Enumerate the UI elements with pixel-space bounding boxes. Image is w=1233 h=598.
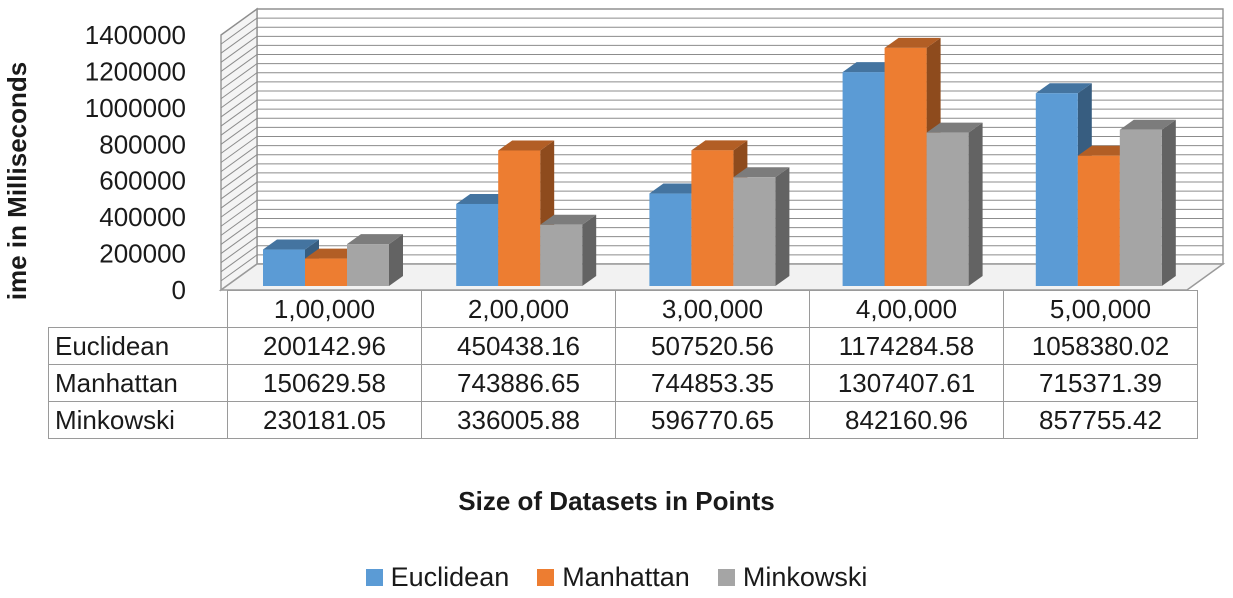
grid-line-side <box>220 8 258 36</box>
data-label: 744853.35 <box>615 364 810 402</box>
legend-swatch <box>365 569 383 586</box>
y-tick-label: 200000 <box>99 239 186 269</box>
legend-label: Manhattan <box>562 562 690 592</box>
grid-line-side <box>220 99 258 127</box>
series-name-label: Euclidean <box>48 327 228 365</box>
grid-line-side <box>220 117 258 145</box>
x-axis-label: Size of Datasets in Points <box>458 486 775 516</box>
series-name-label: Manhattan <box>48 364 228 402</box>
data-label: 1058380.02 <box>1003 327 1198 365</box>
grid-line-side <box>220 45 258 72</box>
legend-swatch <box>537 569 555 586</box>
table-row: Minkowski 230181.05 336005.88 596770.65 8421… <box>48 401 1198 439</box>
chart-legend: Euclidean Manhattan Minkowski <box>0 562 1233 593</box>
data-label: 715371.39 <box>1003 364 1198 402</box>
grid-line-side <box>220 163 258 191</box>
grid-line-side <box>220 154 258 182</box>
grid-line-side <box>220 81 258 109</box>
bar-minkowski-5 <box>1119 119 1176 286</box>
grid-line-side <box>220 35 258 63</box>
table-row: Euclidean 200142.96 450438.16 507520.56 1174… <box>48 327 1198 365</box>
y-tick-label: 1400000 <box>85 20 186 50</box>
category-label: 2,00,000 <box>421 290 616 328</box>
data-label: 1174284.58 <box>809 327 1004 365</box>
data-label: 150629.58 <box>227 364 422 402</box>
grid-line-side <box>220 126 258 154</box>
y-axis-label: Running Time in Milliseconds <box>2 62 32 300</box>
series-name-label: Minkowski <box>48 401 228 439</box>
legend-swatch <box>717 569 735 586</box>
grid-line-side <box>220 199 258 227</box>
data-label: 842160.96 <box>809 401 1004 439</box>
grid-line-side <box>220 208 258 236</box>
grid-line-side <box>220 90 258 118</box>
bar-minkowski-3 <box>733 167 790 286</box>
grid-line-side <box>220 108 258 136</box>
grid-line-side <box>220 136 258 163</box>
data-label: 596770.65 <box>615 401 810 439</box>
data-label: 743886.65 <box>421 364 616 402</box>
bar-minkowski-2 <box>540 214 597 286</box>
data-table: 1,00,000 2,00,000 3,00,000 4,00,000 5,00,000… <box>48 290 1198 439</box>
legend-item: Euclidean <box>365 562 510 593</box>
y-tick-label: 400000 <box>99 202 186 232</box>
chart-bars <box>263 37 1176 287</box>
grid-line-side <box>220 54 258 81</box>
bar-minkowski-1 <box>347 234 403 286</box>
table-corner <box>48 290 228 328</box>
grid-line-side <box>220 181 258 209</box>
data-label: 507520.56 <box>615 327 810 365</box>
grid-line-side <box>220 172 258 200</box>
grid-line-side <box>220 254 258 282</box>
chart-plot-area: 0200000400000600000800000100000012000001… <box>2 7 1226 300</box>
y-tick-label: 1200000 <box>85 56 186 86</box>
legend-item: Manhattan <box>537 562 690 593</box>
data-label: 336005.88 <box>421 401 616 439</box>
legend-label: Minkowski <box>742 562 868 592</box>
grid-line-side <box>220 245 258 273</box>
grid-line-side <box>220 218 258 245</box>
grid-line-side <box>220 236 258 264</box>
grid-line-side <box>220 72 258 100</box>
grid-line-side <box>220 190 258 218</box>
table-row: Manhattan 150629.58 743886.65 744853.35 1307… <box>48 364 1198 402</box>
data-label: 450438.16 <box>421 327 616 365</box>
y-axis-ticks: 0200000400000600000800000100000012000001… <box>85 20 186 300</box>
grid-line-side <box>220 227 258 254</box>
legend-label: Euclidean <box>390 562 510 592</box>
grid-line-side <box>220 17 258 45</box>
category-label: 5,00,000 <box>1003 290 1198 328</box>
grid-line-side <box>220 26 258 54</box>
y-tick-label: 600000 <box>99 166 186 196</box>
data-label: 230181.05 <box>227 401 422 439</box>
category-label: 4,00,000 <box>809 290 1004 328</box>
category-label: 1,00,000 <box>227 290 422 328</box>
category-label: 3,00,000 <box>615 290 810 328</box>
data-label: 1307407.61 <box>809 364 1004 402</box>
bar-minkowski-4 <box>926 122 983 286</box>
legend-item: Minkowski <box>717 562 868 593</box>
y-tick-label: 800000 <box>99 129 186 159</box>
data-label: 857755.42 <box>1003 401 1198 439</box>
data-label: 200142.96 <box>227 327 422 365</box>
y-tick-label: 1000000 <box>85 93 186 123</box>
grid-line-side <box>220 145 258 173</box>
grid-line-side <box>220 63 258 91</box>
